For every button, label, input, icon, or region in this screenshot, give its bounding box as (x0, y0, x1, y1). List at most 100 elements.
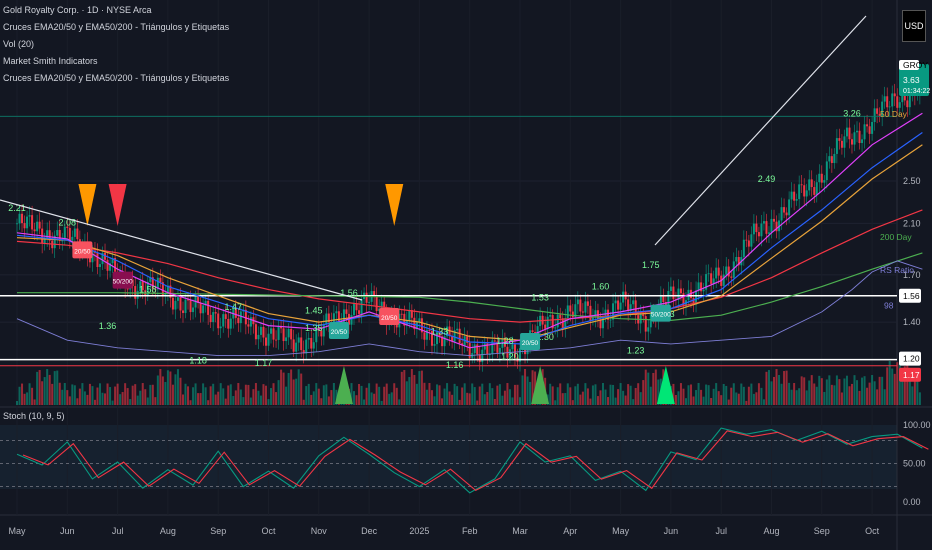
volume-bar (43, 377, 46, 405)
volume-bar (757, 383, 760, 405)
label-rs: RS Ratio (880, 265, 914, 275)
volume-bar (121, 392, 124, 405)
candle-body (760, 223, 763, 237)
price-annotation: 1.56 (340, 288, 358, 298)
volume-bar (679, 383, 682, 405)
volume-bar (690, 384, 693, 405)
volume-bar (134, 384, 137, 405)
volume-bar (383, 386, 386, 405)
candle-body (780, 207, 783, 221)
candle-body (830, 156, 833, 164)
candle-body (732, 261, 735, 278)
series-line-50-day (16, 144, 923, 341)
candle-body (627, 299, 630, 311)
volume-bar (370, 392, 373, 405)
volume-bar (642, 380, 645, 405)
volume-bar (850, 383, 853, 405)
candle-body (33, 229, 36, 232)
candle-body (574, 304, 577, 318)
candle-body (566, 305, 569, 319)
currency-button[interactable]: USD (902, 10, 926, 42)
volume-bar (853, 375, 856, 405)
candle-body (883, 96, 886, 102)
label-ma50: 50 Day (880, 109, 908, 119)
legend-stoch[interactable]: Stoch (10, 9, 5) (3, 411, 65, 421)
cross-label-box (520, 333, 541, 351)
volume-bar (695, 390, 698, 405)
sell-triangle (78, 184, 97, 226)
volume-bar (46, 369, 49, 405)
volume-bar (594, 384, 597, 405)
volume-bar (531, 370, 534, 405)
candle-body (350, 315, 353, 325)
volume-bar (358, 383, 361, 405)
volume-bar (116, 383, 119, 405)
candle-body (207, 300, 210, 315)
volume-bar (644, 369, 647, 405)
volume-bar (657, 379, 660, 405)
volume-bar (395, 387, 398, 405)
volume-bar (908, 369, 911, 405)
candle-body (219, 326, 222, 329)
legend-ind3[interactable]: Market Smith Indicators (3, 56, 98, 66)
candle-body (202, 305, 205, 314)
volume-bar (388, 393, 391, 405)
candle-body (395, 325, 398, 328)
candle-body (586, 301, 589, 306)
candle-body (747, 240, 750, 247)
candle-body (310, 337, 313, 349)
volume-bar (778, 374, 781, 405)
volume-bar (765, 371, 768, 405)
candle-body (564, 318, 567, 329)
legend-ind1[interactable]: Cruces EMA20/50 y EMA50/200 - Triángulos… (3, 22, 230, 32)
volume-bar (461, 387, 464, 405)
volume-bar (280, 369, 283, 405)
volume-bar (876, 389, 879, 405)
sell-triangle (108, 184, 127, 226)
volume-bar (219, 383, 222, 405)
candle-body (169, 285, 172, 298)
volume-bar (378, 386, 381, 405)
volume-bar (390, 392, 393, 405)
legend-ind4[interactable]: Cruces EMA20/50 y EMA50/200 - Triángulos… (3, 73, 230, 83)
candle-body (644, 316, 647, 332)
legend-ind2[interactable]: Vol (20) (3, 39, 35, 49)
time-tick-label: Dec (361, 526, 378, 536)
candle-body (823, 180, 826, 183)
volume-bar (257, 390, 260, 405)
candle-body (569, 305, 572, 312)
price-annotation: 1.23 (627, 346, 645, 356)
price-annotation: 1.58 (139, 285, 157, 295)
trend-line-up[interactable] (654, 15, 867, 246)
volume-bar (911, 386, 914, 405)
candle-body (76, 228, 79, 240)
candle-body (619, 302, 622, 310)
volume-bar (868, 382, 871, 405)
volume-bar (591, 385, 594, 405)
volume-bar (813, 383, 816, 405)
candle-body (109, 263, 112, 271)
volume-bar (204, 387, 207, 405)
candle-body (277, 326, 280, 340)
label-rs_value: 98 (884, 300, 894, 310)
trend-line-down[interactable] (0, 199, 363, 301)
candle-body (798, 184, 801, 200)
volume-bar (727, 399, 730, 405)
candle-body (28, 215, 31, 217)
volume-bar (58, 382, 61, 405)
candle-body (325, 313, 328, 324)
time-tick-label: Nov (311, 526, 328, 536)
candle-body (808, 179, 811, 191)
badge-red (899, 367, 921, 382)
candle-body (398, 313, 401, 328)
candle-body (275, 339, 278, 341)
candle-body (353, 303, 356, 316)
candle-body (493, 340, 496, 342)
candle-body (785, 212, 788, 216)
volume-bar (712, 388, 715, 405)
candle-body (285, 337, 288, 342)
volume-bar (549, 383, 552, 405)
candle-body (96, 252, 99, 268)
volume-bar (878, 376, 881, 405)
